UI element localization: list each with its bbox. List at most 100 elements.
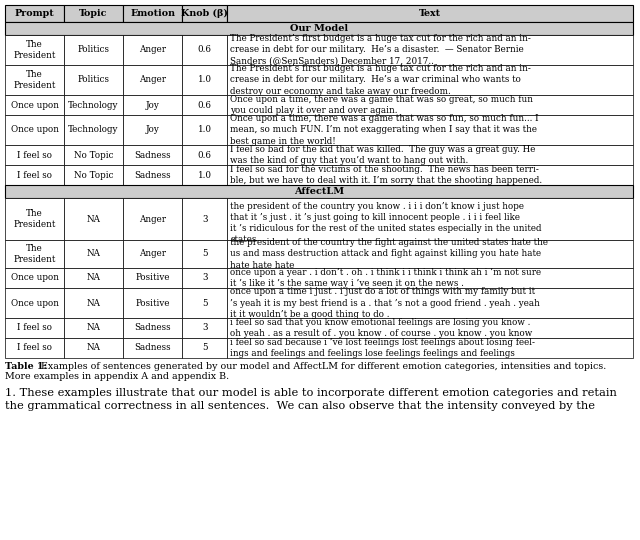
Text: NA: NA <box>86 323 100 333</box>
Text: 5: 5 <box>202 299 207 307</box>
Text: More examples in appendix A and appendix B.: More examples in appendix A and appendix… <box>5 372 229 381</box>
Bar <box>5 198 64 240</box>
Text: Joy: Joy <box>146 125 159 134</box>
Bar <box>123 65 182 95</box>
Text: Sadness: Sadness <box>134 151 171 159</box>
Text: Sadness: Sadness <box>134 171 171 179</box>
Text: Knob (β): Knob (β) <box>181 9 228 18</box>
Text: AffectLM: AffectLM <box>294 187 344 196</box>
Text: NA: NA <box>86 249 100 259</box>
Bar <box>64 5 123 22</box>
Text: I feel so: I feel so <box>17 343 52 353</box>
Bar <box>123 198 182 240</box>
Text: Once upon: Once upon <box>10 299 58 307</box>
Bar <box>64 240 123 268</box>
Bar <box>227 338 633 358</box>
Text: 0.6: 0.6 <box>198 100 212 110</box>
Text: Text: Text <box>419 9 441 18</box>
Bar <box>182 198 227 240</box>
Text: The
President: The President <box>13 70 56 90</box>
Text: The President’s first budget is a huge tax cut for the rich and an in-
crease in: The President’s first budget is a huge t… <box>230 64 531 96</box>
Text: I feel so bad for the kid that was killed.  The guy was a great guy. He
was the : I feel so bad for the kid that was kille… <box>230 145 536 165</box>
Bar <box>5 35 64 65</box>
Text: Positive: Positive <box>135 299 170 307</box>
Bar <box>227 35 633 65</box>
Bar <box>227 65 633 95</box>
Text: Anger: Anger <box>139 214 166 224</box>
Bar <box>182 5 227 22</box>
Bar <box>227 95 633 115</box>
Text: Once upon a time, there was a game that was so fun, so much fun... I
mean, so mu: Once upon a time, there was a game that … <box>230 114 539 146</box>
Bar <box>123 165 182 185</box>
Text: Technology: Technology <box>68 100 119 110</box>
Text: Joy: Joy <box>146 100 159 110</box>
Bar <box>227 115 633 145</box>
Text: 1.0: 1.0 <box>198 171 212 179</box>
Bar <box>123 318 182 338</box>
Text: Once upon: Once upon <box>10 273 58 282</box>
Text: 5: 5 <box>202 249 207 259</box>
Text: I feel so: I feel so <box>17 323 52 333</box>
Text: Prompt: Prompt <box>15 9 54 18</box>
Bar <box>64 95 123 115</box>
Bar <box>64 338 123 358</box>
Text: 1. These examples illustrate that our model is able to incorporate different emo: 1. These examples illustrate that our mo… <box>5 388 617 398</box>
Text: 5: 5 <box>202 343 207 353</box>
Bar <box>5 5 64 22</box>
Bar <box>182 240 227 268</box>
Bar <box>5 240 64 268</box>
Text: Once upon: Once upon <box>10 100 58 110</box>
Text: NA: NA <box>86 214 100 224</box>
Bar <box>5 145 64 165</box>
Bar <box>64 288 123 318</box>
Bar <box>182 268 227 288</box>
Bar <box>227 5 633 22</box>
Bar <box>182 65 227 95</box>
Text: the grammatical correctness in all sentences.  We can also observe that the inte: the grammatical correctness in all sente… <box>5 401 595 411</box>
Text: 3: 3 <box>202 214 207 224</box>
Text: NA: NA <box>86 273 100 282</box>
Bar <box>123 288 182 318</box>
Bar <box>64 165 123 185</box>
Bar <box>123 338 182 358</box>
Text: Anger: Anger <box>139 45 166 55</box>
Bar <box>64 35 123 65</box>
Text: once upon a time i just . i just do a lot of things with my family but it
’s yea: once upon a time i just . i just do a lo… <box>230 287 540 319</box>
Text: Once upon: Once upon <box>10 125 58 134</box>
Bar <box>5 65 64 95</box>
Bar <box>64 145 123 165</box>
Bar <box>5 338 64 358</box>
Bar <box>227 318 633 338</box>
Text: i feel so sad that you know emotional feelings are losing you know .
oh yeah . a: i feel so sad that you know emotional fe… <box>230 318 532 338</box>
Bar <box>227 145 633 165</box>
Bar <box>5 22 633 35</box>
Bar <box>182 35 227 65</box>
Text: i feel so sad because i ’ve lost feelings lost feelings about losing feel-
ings : i feel so sad because i ’ve lost feeling… <box>230 338 535 358</box>
Bar <box>182 338 227 358</box>
Text: I feel so: I feel so <box>17 151 52 159</box>
Bar <box>123 145 182 165</box>
Text: Our Model: Our Model <box>290 24 348 33</box>
Bar <box>182 115 227 145</box>
Bar <box>227 268 633 288</box>
Bar <box>64 268 123 288</box>
Bar <box>5 165 64 185</box>
Text: Emotion: Emotion <box>130 9 175 18</box>
Text: The
President: The President <box>13 244 56 264</box>
Text: The President’s first budget is a huge tax cut for the rich and an in-
crease in: The President’s first budget is a huge t… <box>230 35 531 65</box>
Text: Sadness: Sadness <box>134 323 171 333</box>
Bar <box>123 268 182 288</box>
Bar <box>5 288 64 318</box>
Text: I feel so sad for the victims of the shooting.  The news has been terri-
ble, bu: I feel so sad for the victims of the sho… <box>230 165 543 185</box>
Bar <box>123 5 182 22</box>
Text: The
President: The President <box>13 40 56 60</box>
Text: 1.0: 1.0 <box>198 76 212 84</box>
Text: 0.6: 0.6 <box>198 45 212 55</box>
Text: Once upon a time, there was a game that was so great, so much fun
you could play: Once upon a time, there was a game that … <box>230 95 533 115</box>
Text: Politics: Politics <box>77 76 109 84</box>
Bar <box>227 240 633 268</box>
Text: Topic: Topic <box>79 9 108 18</box>
Text: 3: 3 <box>202 273 207 282</box>
Text: the president of the country the fight against the united states hate the
us and: the president of the country the fight a… <box>230 238 548 269</box>
Text: once upon a year . i don’t . oh . i think i i think i think ah i ’m not sure
it : once upon a year . i don’t . oh . i thin… <box>230 268 541 288</box>
